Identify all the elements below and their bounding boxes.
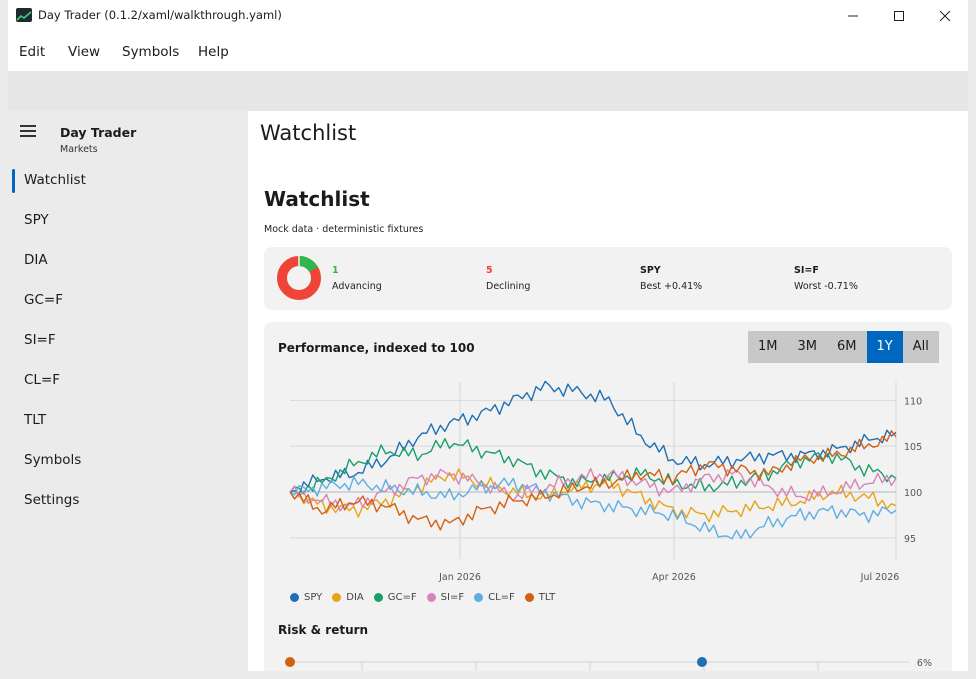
legend-item: CL=F	[474, 592, 515, 603]
series-line-dia	[289, 468, 897, 523]
brand-title: Day Trader	[60, 125, 137, 140]
risk-title: Risk & return	[278, 623, 369, 637]
nav-item-gc[interactable]: GC=F	[24, 292, 63, 308]
risk-y-tick: 6%	[917, 658, 932, 669]
brand-subtitle: Markets	[60, 144, 98, 155]
nav-item-symbols[interactable]: Symbols	[24, 452, 82, 468]
advancing-count: 1	[332, 265, 339, 276]
range-button-3m[interactable]: 3M	[787, 331, 827, 363]
advancing-label: Advancing	[332, 281, 382, 292]
legend-label: SI=F	[440, 592, 465, 603]
y-tick-label: 110	[904, 396, 922, 407]
menu-help[interactable]: Help	[198, 44, 229, 60]
worst-stat: SI=F Worst -0.71%	[794, 265, 858, 292]
series-line-clf	[289, 476, 897, 540]
range-button-1y[interactable]: 1Y	[866, 331, 903, 363]
chart-title: Performance, indexed to 100	[278, 341, 475, 355]
y-tick-label: 105	[904, 442, 922, 453]
legend-swatch	[373, 593, 383, 602]
command-bar	[8, 71, 968, 111]
maximize-icon	[894, 11, 904, 21]
legend-label: SPY	[304, 592, 323, 603]
chart-legend: SPY DIA GC=F SI=F CL=F TLT	[290, 592, 565, 603]
range-button-6m[interactable]: 6M	[827, 331, 867, 363]
legend-swatch	[332, 593, 342, 602]
worst-symbol: SI=F	[794, 265, 819, 276]
title-bar[interactable]: Day Trader (0.1.2/xaml/walkthrough.yaml)	[8, 0, 968, 31]
page-header: Watchlist	[260, 121, 357, 145]
performance-card: Performance, indexed to 100 1M 3M 6M 1Y …	[264, 322, 952, 671]
minimize-icon	[848, 15, 858, 17]
nav-item-tlt[interactable]: TLT	[24, 412, 47, 428]
legend-swatch	[474, 593, 484, 602]
declining-count: 5	[486, 265, 493, 276]
legend-item: SI=F	[426, 592, 465, 603]
page-heading: Watchlist	[264, 187, 370, 211]
legend-swatch	[426, 593, 436, 602]
declining-label: Declining	[486, 281, 531, 292]
range-button-all[interactable]: All	[902, 331, 939, 363]
x-tick-label: Jan 2026	[438, 572, 481, 583]
advancing-stat: 1 Advancing	[332, 265, 382, 292]
legend-label: TLT	[538, 592, 556, 603]
performance-chart: 95 100 105 110 Jan 2026 Apr 2026 Jul 2026	[289, 380, 922, 583]
legend-item: DIA	[332, 592, 364, 603]
best-symbol: SPY	[640, 265, 661, 276]
legend-label: CL=F	[488, 592, 515, 603]
hamburger-menu-icon[interactable]	[20, 125, 38, 139]
worst-label: Worst -0.71%	[794, 281, 858, 292]
nav-item-spy[interactable]: SPY	[24, 212, 49, 228]
legend-label: DIA	[346, 592, 364, 603]
best-stat: SPY Best +0.41%	[640, 265, 702, 292]
navigation-pane: Day Trader Markets Watchlist SPY DIA GC=…	[8, 111, 248, 671]
risk-point-spy	[697, 657, 707, 667]
advancing-declining-donut	[277, 256, 321, 300]
maximize-button[interactable]	[876, 0, 922, 31]
y-tick-label: 100	[904, 488, 922, 499]
series-line-sif	[289, 467, 897, 512]
minimize-button[interactable]	[830, 0, 876, 31]
legend-item: TLT	[524, 592, 556, 603]
risk-return-chart: 6%	[285, 657, 932, 671]
menu-bar: Edit View Symbols Help	[8, 31, 968, 71]
legend-swatch	[290, 593, 299, 602]
menu-view[interactable]: View	[68, 44, 101, 60]
summary-card: 1 Advancing 5 Declining SPY Best +0.41% …	[264, 247, 952, 310]
nav-item-settings[interactable]: Settings	[24, 492, 80, 508]
range-selector: 1M 3M 6M 1Y All	[748, 331, 939, 363]
nav-item-watchlist[interactable]: Watchlist	[24, 172, 86, 188]
nav-item-cl[interactable]: CL=F	[24, 372, 61, 388]
best-label: Best +0.41%	[640, 281, 703, 292]
legend-item: GC=F	[373, 592, 417, 603]
nav-item-si[interactable]: SI=F	[24, 332, 56, 348]
selection-indicator	[12, 169, 15, 193]
x-tick-label: Apr 2026	[652, 572, 696, 583]
risk-point-tlt	[285, 657, 295, 667]
menu-edit[interactable]: Edit	[19, 44, 46, 60]
legend-swatch	[524, 593, 534, 602]
series-line-spy	[289, 380, 897, 496]
y-tick-label: 95	[904, 534, 916, 545]
close-button[interactable]	[922, 0, 968, 31]
declining-stat: 5 Declining	[486, 265, 530, 292]
series-line-tlt	[289, 430, 897, 531]
content-frame: Watchlist Watchlist Mock data · determin…	[248, 111, 968, 671]
menu-symbols[interactable]: Symbols	[122, 44, 180, 60]
legend-label: GC=F	[387, 592, 417, 603]
legend-item: SPY	[290, 592, 322, 603]
x-tick-label: Jul 2026	[860, 572, 900, 583]
range-button-1m[interactable]: 1M	[748, 331, 788, 363]
page-subtitle: Mock data · deterministic fixtures	[264, 224, 424, 235]
nav-item-dia[interactable]: DIA	[24, 252, 48, 268]
app-logo-icon	[16, 8, 32, 22]
close-icon	[939, 10, 951, 22]
window-title: Day Trader (0.1.2/xaml/walkthrough.yaml)	[38, 8, 282, 22]
